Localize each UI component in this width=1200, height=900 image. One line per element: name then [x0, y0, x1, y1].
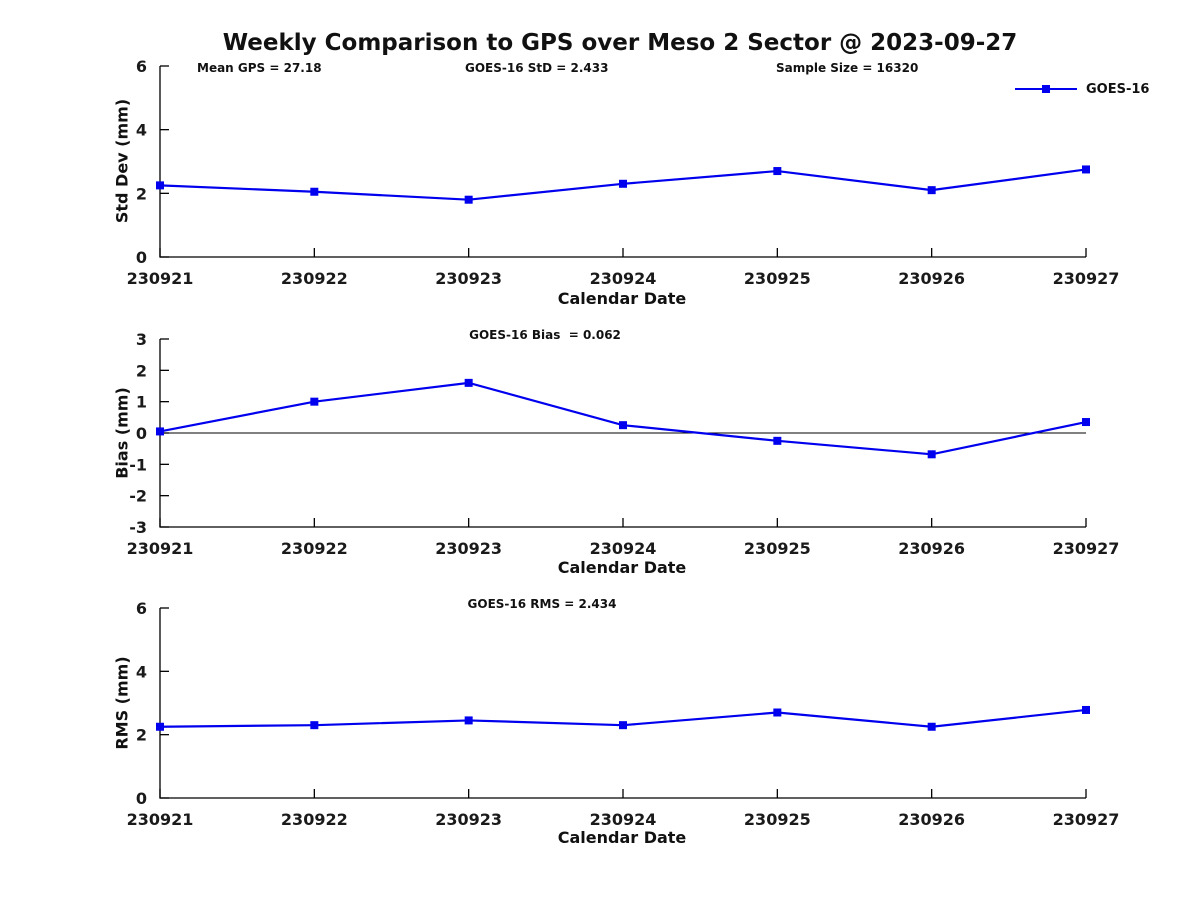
x-tick-label: 230927 — [1053, 539, 1120, 558]
x-tick-label: 230927 — [1053, 269, 1120, 288]
std-dev-data-point-marker — [310, 187, 319, 196]
legend-marker-icon — [1042, 85, 1050, 93]
rms-data-point-marker — [156, 722, 164, 731]
stddev-y-axis-label: Std Dev (mm) — [112, 98, 132, 224]
x-tick-label: 230922 — [281, 269, 348, 288]
y-tick-label: 6 — [136, 57, 147, 76]
std-dev-data-point-marker — [464, 195, 473, 204]
std-dev-data-point-marker — [927, 186, 936, 195]
x-tick-label: 230926 — [898, 269, 965, 288]
x-tick-label: 230921 — [127, 539, 194, 558]
y-tick-label: 2 — [136, 361, 147, 380]
x-tick-label: 230923 — [435, 539, 502, 558]
std-dev-data-point-marker — [619, 179, 627, 188]
y-tick-label: 3 — [136, 330, 147, 349]
x-tick-label: 230926 — [898, 539, 965, 558]
bias-data-point-marker — [927, 450, 936, 459]
x-tick-label: 230921 — [127, 269, 194, 288]
legend-label: GOES-16 — [1086, 81, 1150, 97]
y-tick-label: 0 — [136, 248, 147, 267]
bias-data-point-marker — [310, 397, 319, 406]
y-tick-label: 4 — [136, 662, 147, 681]
bias-y-axis-label: Bias (mm) — [112, 387, 132, 479]
y-tick-label: 4 — [136, 121, 147, 140]
x-tick-label: 230922 — [281, 810, 348, 829]
x-tick-label: 230925 — [744, 269, 811, 288]
stat-sample-size: Sample Size = 16320 — [776, 61, 919, 75]
bias-series-line — [159, 381, 1087, 456]
rms-data-point-marker — [1082, 705, 1090, 714]
y-tick-label: 0 — [136, 789, 147, 808]
y-tick-label: 0 — [136, 424, 147, 443]
stat-mean-gps: Mean GPS = 27.18 — [197, 61, 322, 75]
bias-data-point-marker — [156, 427, 164, 436]
rms-data-point-marker — [619, 721, 627, 730]
bias-chart: -3 -2 -1 0 1 2 3 230921 230922 230923 230924 230925… — [127, 330, 1120, 558]
std-dev-data-point-marker — [156, 181, 164, 190]
bias-data-point-marker — [464, 378, 473, 387]
x-tick-label: 230921 — [127, 810, 194, 829]
figure-title: Weekly Comparison to GPS over Meso 2 Sec… — [222, 30, 1018, 56]
bias-data-point-marker — [619, 421, 627, 430]
bias-data-point-marker — [773, 436, 782, 445]
bias-data-point-marker — [1082, 418, 1090, 427]
stat-goes16-std: GOES-16 StD = 2.433 — [465, 61, 609, 75]
y-tick-label: -2 — [129, 487, 147, 506]
y-tick-label: 2 — [136, 726, 147, 745]
y-tick-label: 1 — [136, 393, 147, 412]
legend: GOES-16 — [1015, 81, 1149, 97]
x-tick-label: 230924 — [590, 539, 657, 558]
rms-data-point-marker — [310, 721, 319, 730]
rms-data-point-marker — [464, 716, 473, 725]
std-dev-data-point-marker — [1082, 165, 1090, 174]
x-tick-label: 230925 — [744, 810, 811, 829]
x-tick-label: 230922 — [281, 539, 348, 558]
y-tick-label: -3 — [129, 518, 147, 537]
rms-axis-line — [159, 608, 1086, 799]
x-tick-label: 230924 — [590, 810, 657, 829]
legend-line-sample — [1015, 85, 1077, 93]
x-tick-label: 230927 — [1053, 810, 1120, 829]
rms-data-point-marker — [773, 708, 782, 717]
x-tick-label: 230926 — [898, 810, 965, 829]
std-dev-axis-line — [159, 66, 1086, 258]
rms-y-axis-label: RMS (mm) — [112, 656, 132, 750]
x-tick-label: 230924 — [590, 269, 657, 288]
y-tick-label: -1 — [129, 455, 147, 474]
x-tick-label: 230925 — [744, 539, 811, 558]
rms-data-point-marker — [927, 722, 936, 731]
rms-chart-title: GOES-16 RMS = 2.434 — [467, 597, 617, 611]
y-tick-label: 2 — [136, 184, 147, 203]
bias-x-axis-label: Calendar Date — [557, 558, 687, 577]
y-tick-label: 6 — [136, 599, 147, 618]
bias-chart-title: GOES-16 Bias = 0.062 — [469, 328, 621, 342]
std-dev-chart: 0 2 4 6 230921 230922 230923 230924 230925 230926… — [127, 57, 1120, 288]
x-tick-label: 230923 — [435, 269, 502, 288]
stddev-x-axis-label: Calendar Date — [557, 289, 687, 308]
x-tick-label: 230923 — [435, 810, 502, 829]
rms-chart: 0 2 4 6 230921 230922 230923 230924 230925 230926… — [127, 599, 1120, 829]
rms-x-axis-label: Calendar Date — [557, 828, 687, 847]
std-dev-data-point-marker — [773, 167, 782, 176]
